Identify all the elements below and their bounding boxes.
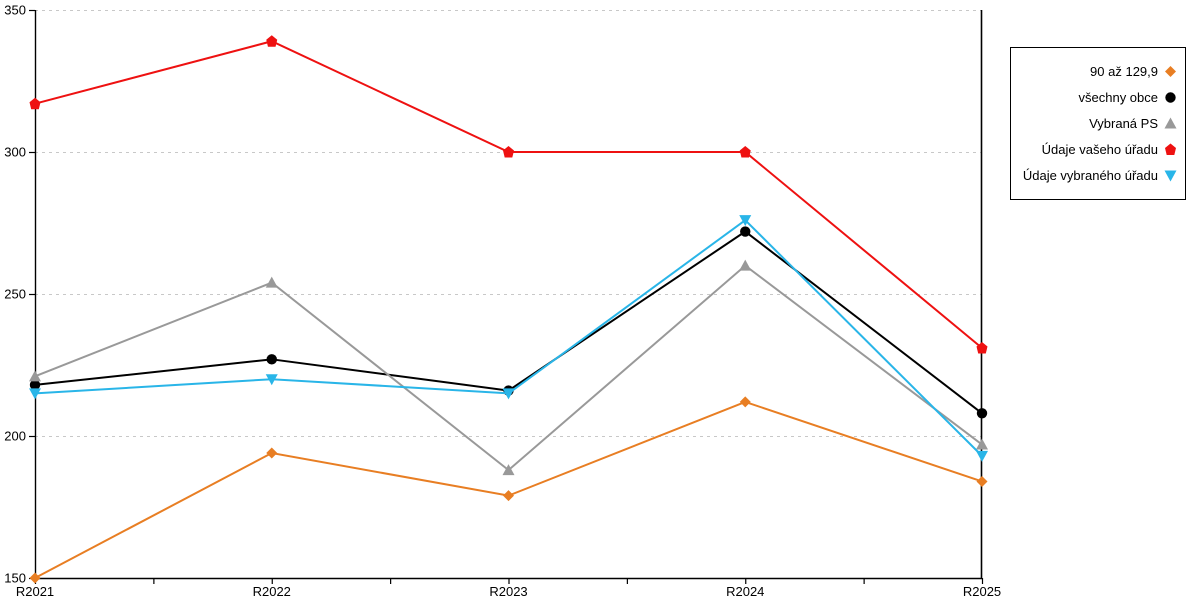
- series-2-line: [34, 264, 983, 472]
- series-2-marker: [739, 259, 752, 271]
- legend-label: Údaje vybraného úřadu: [1022, 168, 1158, 183]
- legend-marker-diamond-icon: [1165, 66, 1176, 77]
- series-1-marker: [740, 226, 751, 237]
- legend-label: Vybraná PS: [1089, 116, 1158, 131]
- legend-label: Údaje vašeho úřadu: [1041, 142, 1158, 157]
- series-1-marker: [976, 408, 988, 419]
- x-tick-label: R2022: [253, 584, 291, 599]
- series-4-marker: [502, 388, 515, 400]
- x-tick-label: R2023: [489, 584, 527, 599]
- series-2-marker: [502, 464, 515, 476]
- series-3-marker: [266, 35, 278, 47]
- series-2-marker: [265, 276, 278, 288]
- series-4-marker: [739, 215, 752, 227]
- legend-item: Údaje vybraného úřadu: [1019, 169, 1177, 182]
- series-0-marker: [739, 396, 751, 408]
- series-3-marker: [976, 341, 988, 354]
- series-3-marker: [503, 146, 514, 158]
- y-tick-label: 200: [4, 429, 26, 444]
- x-tick-label: R2021: [16, 584, 54, 599]
- series-1-marker: [266, 354, 277, 365]
- y-tick-label: 250: [4, 287, 26, 302]
- legend-box: 90 až 129,9 všechny obce Vybraná PS Údaje v…: [1010, 47, 1186, 200]
- series-0-marker: [29, 572, 41, 584]
- legend-item: všechny obce: [1019, 91, 1177, 104]
- series-1-marker: [29, 379, 41, 391]
- legend-marker-triangle-down-icon: [1164, 170, 1177, 182]
- series-3-marker: [29, 97, 41, 110]
- x-tick-label: R2024: [726, 584, 764, 599]
- legend-label: všechny obce: [1078, 90, 1159, 105]
- y-tick-label: 300: [4, 145, 26, 160]
- series-2-marker: [976, 438, 988, 450]
- y-tick-label: 350: [4, 3, 26, 18]
- legend-label: 90 až 129,9: [1090, 64, 1158, 79]
- legend-item: Vybraná PS: [1019, 117, 1177, 130]
- series-0-line: [34, 400, 983, 579]
- series-4-marker: [265, 374, 278, 386]
- legend-item: 90 až 129,9: [1019, 65, 1177, 78]
- series-3-marker: [739, 146, 751, 158]
- series-2-marker: [29, 370, 41, 382]
- series-0-marker: [503, 490, 514, 502]
- series-4-marker: [976, 450, 988, 462]
- x-tick-label: R2025: [963, 584, 1001, 599]
- series-4-marker: [29, 388, 41, 400]
- y-tick-label: 150: [4, 571, 26, 586]
- legend-marker-circle-icon: [1165, 92, 1176, 103]
- series-0-marker: [266, 447, 278, 459]
- legend-marker-pentagon-icon: [1165, 143, 1176, 155]
- series-0-marker: [976, 475, 988, 487]
- series-3-line: [34, 40, 983, 349]
- legend-item: Údaje vašeho úřadu: [1019, 143, 1177, 156]
- legend-marker-triangle-up-icon: [1164, 117, 1177, 129]
